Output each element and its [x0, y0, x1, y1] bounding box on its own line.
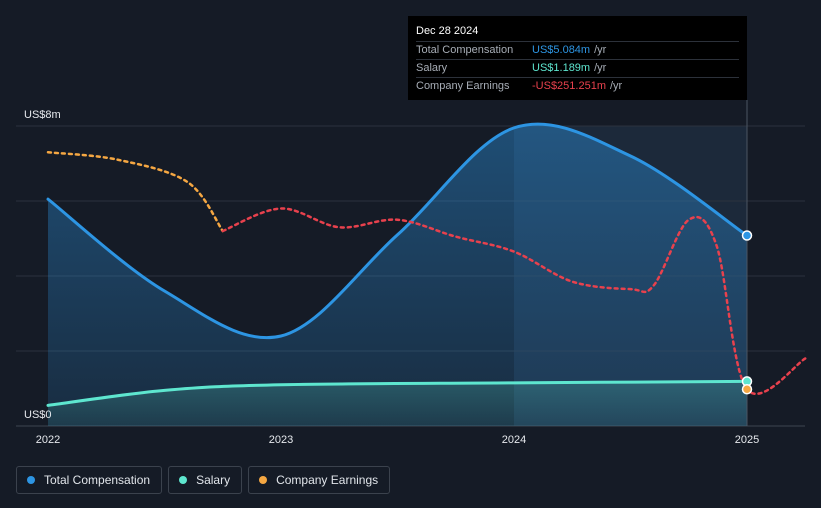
tooltip-row-salary: Salary US$1.189m /yr: [416, 59, 739, 77]
tooltip-label: Total Compensation: [416, 44, 514, 56]
legend-item-total-compensation[interactable]: Total Compensation: [16, 466, 163, 494]
salary-line: [46, 379, 749, 407]
tooltip-unit: /yr: [594, 44, 607, 56]
salary-area: [48, 381, 747, 426]
end-markers: [741, 230, 753, 395]
legend-label: Salary: [196, 473, 231, 487]
x-axis-label: 2024: [502, 434, 526, 446]
legend-item-salary[interactable]: Salary: [168, 466, 243, 494]
tooltip-row-total-compensation: Total Compensation US$5.084m /yr: [416, 41, 739, 59]
tooltip-unit: /yr: [610, 80, 623, 92]
legend: Total Compensation Salary Company Earnin…: [16, 466, 391, 494]
tooltip-label: Salary: [416, 62, 448, 74]
tooltip-label: Company Earnings: [416, 80, 510, 92]
y-axis-labels: US$0 US$8m: [24, 109, 61, 421]
y-axis-label: US$8m: [24, 109, 61, 121]
x-axis-label: 2025: [735, 434, 759, 446]
x-axis-label: 2023: [269, 434, 293, 446]
total-compensation-line: [46, 122, 749, 340]
tooltip-value: -US$251.251m: [532, 80, 606, 92]
tooltip-value: US$5.084m: [532, 44, 591, 56]
series-areas: [48, 124, 747, 426]
x-axis-labels: 2022 2023 2024 2025: [36, 434, 759, 446]
legend-label: Total Compensation: [44, 473, 151, 487]
legend-dot-icon: [179, 476, 188, 484]
series-lines: [46, 122, 807, 407]
total-compensation-end-marker: [741, 230, 753, 241]
total-compensation-area: [48, 124, 747, 426]
legend-dot-icon: [259, 476, 268, 484]
company-earnings-line: [221, 207, 807, 395]
company-earnings-line-early: [46, 151, 224, 233]
tooltip-row-company-earnings: Company Earnings -US$251.251m /yr: [416, 77, 739, 95]
tooltip-unit: /yr: [594, 62, 607, 74]
company-earnings-end-marker: [741, 384, 753, 395]
tooltip-value: US$1.189m: [532, 62, 591, 74]
legend-dot-icon: [27, 476, 35, 484]
y-axis-label: US$0: [24, 409, 52, 421]
x-axis-label: 2022: [36, 434, 60, 446]
legend-label: Company Earnings: [276, 473, 379, 487]
legend-item-company-earnings[interactable]: Company Earnings: [248, 466, 391, 494]
tooltip: Dec 28 2024 Total Compensation US$5.084m…: [408, 16, 747, 100]
tooltip-date: Dec 28 2024: [416, 25, 479, 37]
